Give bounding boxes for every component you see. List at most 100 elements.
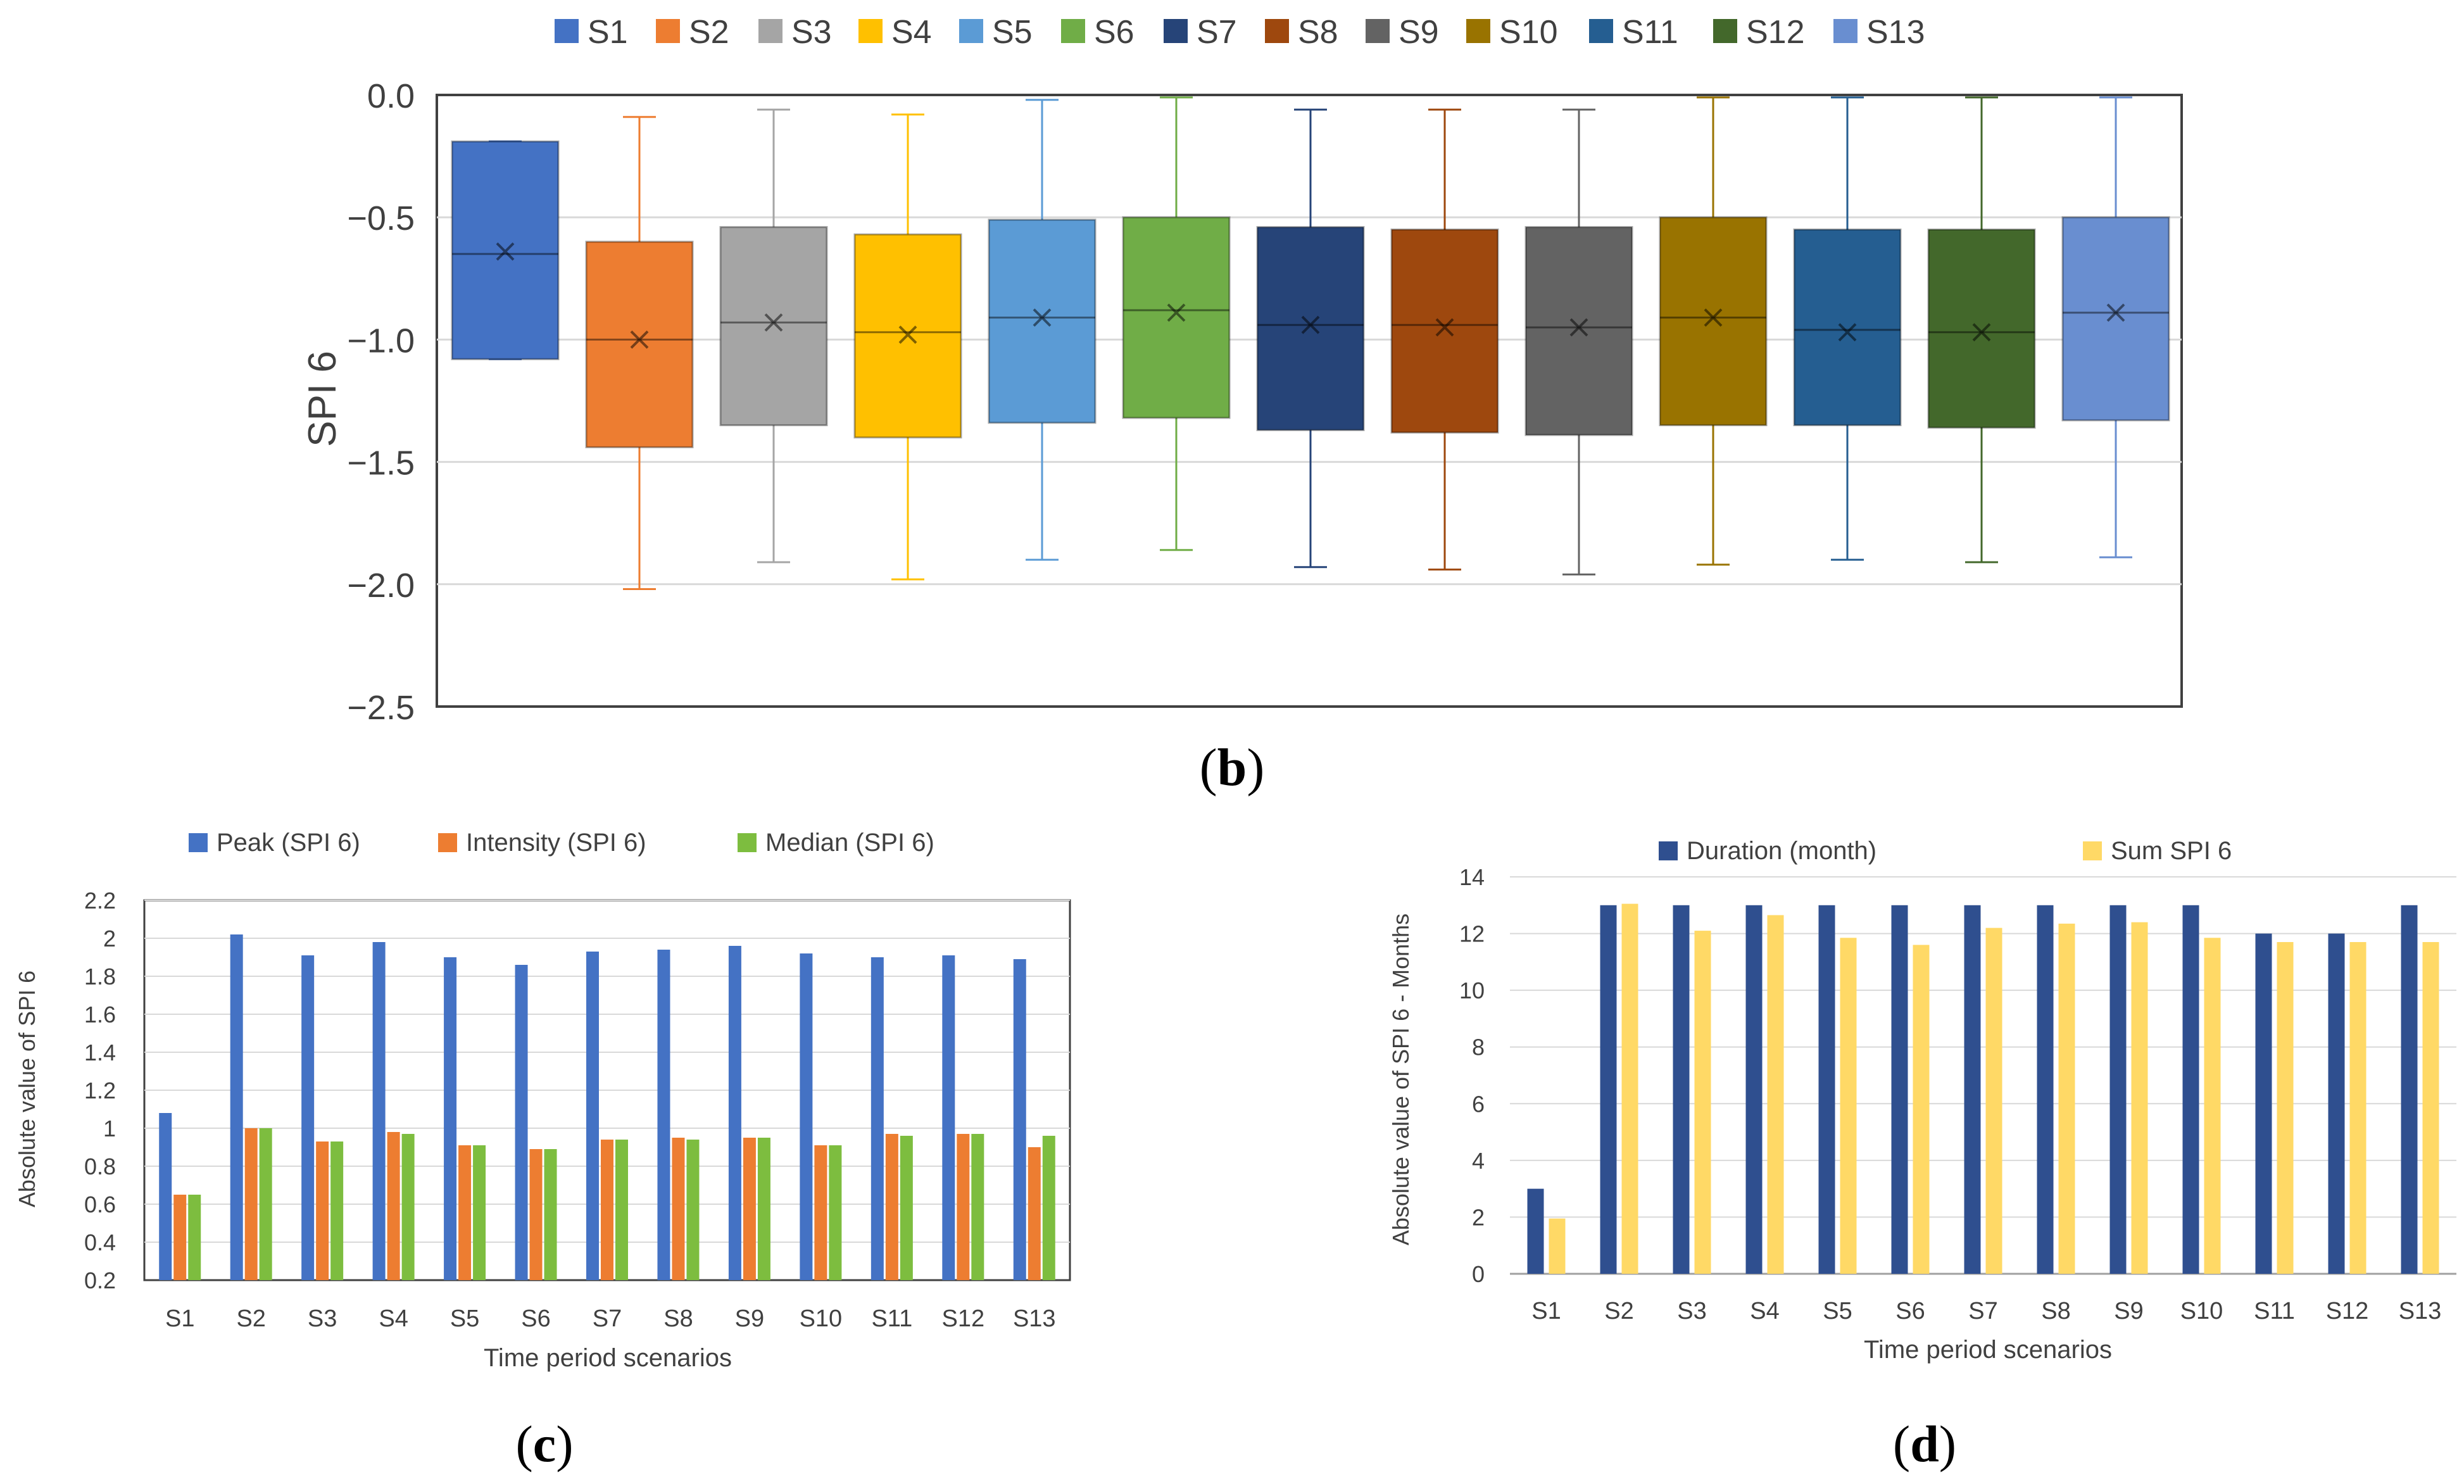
bar-s7-series-2 — [601, 1140, 613, 1280]
y-tick-label: 0.2 — [84, 1267, 116, 1293]
legend-label-series-1: Peak (SPI 6) — [217, 829, 360, 857]
legend-label-s4: S4 — [891, 14, 932, 51]
bar-s3-series-1 — [1673, 905, 1690, 1274]
y-tick-label: 0 — [1472, 1261, 1485, 1287]
panel-c-bar-chart: Peak (SPI 6) Intensity (SPI 6) Median (SPI… — [14, 829, 1071, 1473]
panel-c-legend: Peak (SPI 6) Intensity (SPI 6) Median (SPI… — [189, 829, 934, 857]
panel-d-y-tick-labels: 14 12 10 8 6 4 2 0 — [1459, 864, 1485, 1287]
panel-b-legend: S1 S2 S3 S4 S5 S6 S7 S8 S9 S10 S11 S12 S13 — [555, 14, 1925, 51]
panel-b-label: (b) — [1200, 738, 1265, 797]
bar-s3-series-2 — [1694, 931, 1711, 1274]
iqr-box — [1256, 226, 1365, 431]
bar-s9-series-2 — [2131, 922, 2148, 1274]
mean-marker — [1033, 308, 1052, 327]
legend-swatch-series-2 — [2083, 841, 2102, 860]
mean-marker — [2106, 303, 2125, 322]
x-tick-label: S3 — [308, 1305, 337, 1332]
bar-s9-series-2 — [743, 1138, 756, 1280]
legend-label-series-1: Duration (month) — [1687, 837, 1876, 865]
x-tick-label: S2 — [236, 1305, 265, 1332]
bar-s13-series-2 — [2422, 942, 2439, 1274]
box-s12 — [1927, 96, 2036, 563]
box-s1 — [451, 140, 560, 360]
panel-d-x-axis-label: Time period scenarios — [1864, 1336, 2112, 1364]
bar-s5-series-1 — [1818, 905, 1835, 1274]
panel-d-x-tick-labels: S1 S2 S3 S4 S5 S6 S7 S8 S9 S10 S11 S12 S13 — [1531, 1298, 2441, 1324]
x-tick-label: S4 — [379, 1305, 408, 1332]
bar-s13-series-1 — [2401, 905, 2418, 1274]
box-s11 — [1793, 96, 1902, 561]
panel-c-y-axis-label: Absolute value of SPI 6 — [14, 971, 40, 1207]
panel-b-label-close: ) — [1247, 738, 1264, 797]
bar-s12-series-2 — [2349, 942, 2367, 1274]
mean-marker — [1838, 323, 1857, 342]
bar-s4-series-2 — [1767, 915, 1784, 1274]
box-s9 — [1524, 108, 1633, 575]
bar-s6-series-3 — [544, 1149, 557, 1280]
panel-d-gridlines — [1510, 876, 2456, 1218]
bar-s11-series-1 — [871, 957, 884, 1280]
bar-s9-series-3 — [757, 1138, 770, 1280]
bar-s11-series-2 — [2277, 942, 2294, 1274]
bar-s12-series-1 — [2328, 933, 2345, 1274]
y-tick-label: 1.6 — [84, 1002, 116, 1028]
legend-label-s11: S11 — [1622, 14, 1678, 51]
y-tick-label: 12 — [1459, 921, 1485, 947]
bar-s4-series-3 — [401, 1134, 415, 1280]
x-tick-label: S8 — [663, 1305, 693, 1332]
bar-s12-series-3 — [971, 1134, 984, 1280]
bar-s9-series-1 — [728, 946, 741, 1280]
legend-swatch-s5 — [959, 19, 983, 43]
x-tick-label: S10 — [800, 1305, 843, 1332]
panel-b-y-tick-labels: 0.0 −0.5 −1.0 −1.5 −2.0 −2.5 — [347, 77, 415, 727]
bar-s1-series-2 — [1549, 1218, 1566, 1274]
mean-marker — [1435, 318, 1454, 337]
legend-label-s12: S12 — [1746, 14, 1805, 51]
panel-b-label-open: ( — [1200, 738, 1217, 797]
legend-swatch-s1 — [555, 19, 579, 43]
legend-label-s9: S9 — [1399, 14, 1439, 51]
panel-c-label-close: ) — [556, 1415, 573, 1473]
legend-label-series-3: Median (SPI 6) — [765, 829, 934, 857]
bar-s13-series-3 — [1042, 1136, 1055, 1280]
box-s10 — [1659, 96, 1768, 566]
bar-s5-series-1 — [444, 957, 457, 1280]
y-tick-label: 2 — [1472, 1204, 1485, 1230]
bar-s10-series-1 — [2182, 905, 2199, 1274]
bar-s7-series-1 — [586, 952, 599, 1280]
legend-swatch-s7 — [1164, 19, 1188, 43]
y-tick-label: −0.5 — [347, 199, 415, 237]
panel-d-label-letter: d — [1910, 1415, 1939, 1473]
x-tick-label: S3 — [1677, 1298, 1706, 1324]
legend-label-s5: S5 — [992, 14, 1033, 51]
x-tick-label: S1 — [165, 1305, 194, 1332]
panel-c-x-axis-label: Time period scenarios — [484, 1344, 732, 1372]
iqr-box — [585, 241, 694, 448]
panel-d-label: (d) — [1893, 1415, 1956, 1473]
x-tick-label: S7 — [593, 1305, 622, 1332]
legend-swatch-s8 — [1265, 19, 1289, 43]
y-tick-label: 14 — [1459, 864, 1485, 890]
bar-s1-series-3 — [188, 1195, 201, 1280]
bar-s6-series-1 — [1891, 905, 1908, 1274]
legend-label-s1: S1 — [588, 14, 628, 51]
x-tick-label: S5 — [450, 1305, 479, 1332]
x-tick-label: S12 — [2326, 1298, 2369, 1324]
legend-swatch-series-2 — [438, 833, 457, 852]
panel-b-y-axis-label: SPI 6 — [301, 351, 344, 447]
bar-s5-series-2 — [458, 1145, 472, 1280]
legend-swatch-series-1 — [1659, 841, 1678, 860]
legend-label-s3: S3 — [791, 14, 832, 51]
iqr-box — [1659, 216, 1768, 427]
mean-marker — [1301, 315, 1320, 334]
bar-s8-series-1 — [657, 950, 670, 1280]
bar-s4-series-2 — [387, 1132, 400, 1280]
bar-s3-series-3 — [330, 1141, 344, 1280]
iqr-box — [988, 218, 1097, 424]
x-tick-label: S13 — [1013, 1305, 1056, 1332]
x-tick-label: S11 — [2254, 1298, 2295, 1324]
panel-c-label-open: ( — [515, 1415, 532, 1473]
legend-swatch-s2 — [656, 19, 680, 43]
box-s5 — [988, 99, 1097, 561]
mean-marker — [898, 325, 917, 344]
